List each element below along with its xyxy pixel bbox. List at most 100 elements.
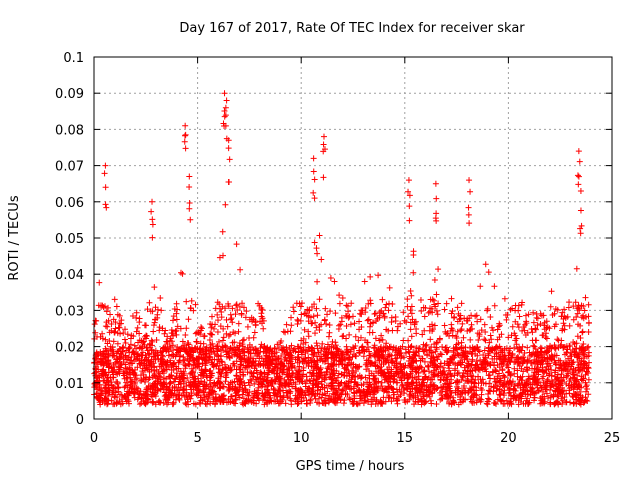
data-point <box>193 346 200 353</box>
data-point <box>530 319 537 326</box>
data-point <box>384 378 391 385</box>
data-point <box>226 354 233 361</box>
data-point <box>551 310 558 317</box>
data-point <box>157 347 164 354</box>
data-point <box>332 310 339 317</box>
data-point <box>349 313 356 320</box>
data-point <box>173 331 180 338</box>
data-point <box>537 361 544 368</box>
data-point <box>95 395 102 402</box>
data-point <box>168 372 175 379</box>
data-point <box>399 369 406 376</box>
data-point <box>372 359 379 366</box>
data-point <box>559 309 566 316</box>
data-point <box>111 328 118 335</box>
data-point <box>544 324 551 331</box>
data-point <box>237 366 244 373</box>
data-point <box>205 396 212 403</box>
data-point <box>203 401 210 408</box>
data-point <box>300 340 307 347</box>
data-point <box>242 386 249 393</box>
data-point <box>137 344 144 351</box>
data-point <box>145 383 152 390</box>
data-point <box>560 320 567 327</box>
data-point <box>435 300 442 307</box>
data-point <box>431 322 438 329</box>
data-point <box>165 399 172 406</box>
data-point <box>575 148 582 155</box>
data-point <box>566 377 573 384</box>
data-point <box>448 310 455 317</box>
data-point <box>518 395 525 402</box>
data-point <box>176 378 183 385</box>
data-point <box>499 367 506 374</box>
data-point <box>532 325 539 332</box>
data-point <box>321 146 328 153</box>
data-point <box>385 393 392 400</box>
data-point <box>516 344 523 351</box>
data-point <box>582 383 589 390</box>
data-point <box>511 365 518 372</box>
data-point <box>425 362 432 369</box>
data-point <box>286 388 293 395</box>
data-point <box>585 369 592 376</box>
data-point <box>371 344 378 351</box>
data-point <box>322 400 329 407</box>
data-point <box>240 304 247 311</box>
data-point <box>431 341 438 348</box>
data-point <box>340 386 347 393</box>
data-point <box>402 349 409 356</box>
data-point <box>398 366 405 373</box>
data-point <box>560 374 567 381</box>
data-point <box>232 311 239 318</box>
data-point <box>392 355 399 362</box>
data-point <box>309 377 316 384</box>
data-point <box>565 370 572 377</box>
data-point <box>488 347 495 354</box>
data-point <box>181 386 188 393</box>
data-point <box>255 349 262 356</box>
data-point <box>407 326 414 333</box>
data-point <box>190 348 197 355</box>
data-point <box>271 345 278 352</box>
data-point <box>362 374 369 381</box>
data-point <box>214 311 221 318</box>
data-point <box>149 216 156 223</box>
data-point <box>207 367 214 374</box>
data-point <box>514 321 521 328</box>
data-point <box>514 345 521 352</box>
data-point <box>478 391 485 398</box>
data-point <box>345 308 352 315</box>
data-point <box>192 301 199 308</box>
data-point <box>305 357 312 364</box>
data-point <box>521 349 528 356</box>
data-point <box>459 320 466 327</box>
data-point <box>544 348 551 355</box>
data-point <box>367 389 374 396</box>
data-point <box>555 337 562 344</box>
data-point <box>357 334 364 341</box>
data-point <box>442 328 449 335</box>
data-point <box>314 373 321 380</box>
data-point <box>257 344 264 351</box>
ticks-layer <box>93 56 613 420</box>
data-point <box>195 378 202 385</box>
data-point <box>397 320 404 327</box>
data-point <box>260 325 267 332</box>
data-point <box>186 346 193 353</box>
data-point <box>508 354 515 361</box>
data-point <box>187 216 194 223</box>
data-point <box>558 377 565 384</box>
data-point <box>236 378 243 385</box>
data-point <box>267 356 274 363</box>
data-point <box>461 382 468 389</box>
data-point <box>223 351 230 358</box>
data-point <box>240 348 247 355</box>
data-point <box>537 382 544 389</box>
data-point <box>386 300 393 307</box>
data-point <box>314 399 321 406</box>
data-point <box>524 329 531 336</box>
data-point <box>382 372 389 379</box>
data-point <box>586 319 593 326</box>
data-point <box>358 311 365 318</box>
